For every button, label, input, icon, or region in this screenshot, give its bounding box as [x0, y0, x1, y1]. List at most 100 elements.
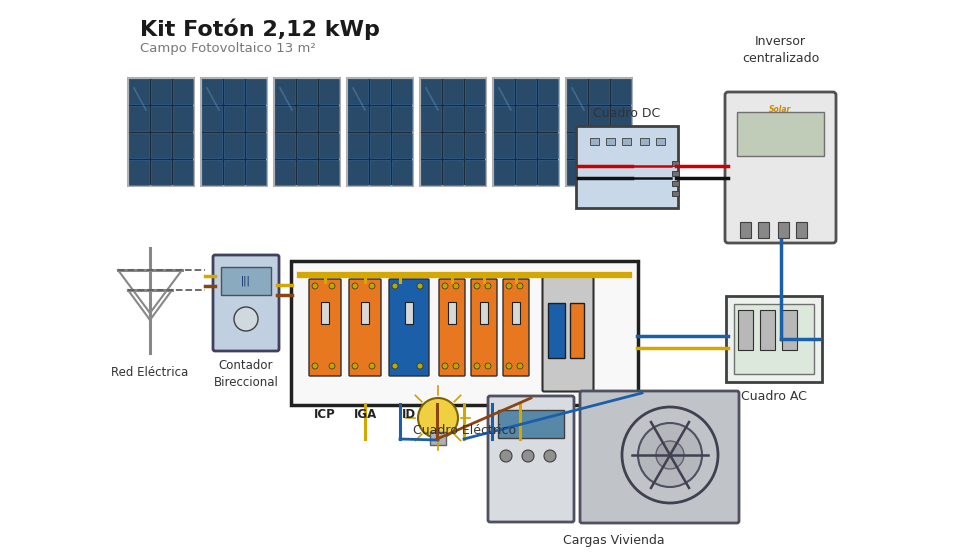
Bar	[465, 133, 485, 158]
Circle shape	[517, 363, 523, 369]
Text: |||: |||	[241, 276, 251, 286]
Circle shape	[453, 283, 459, 289]
Bar	[567, 160, 587, 185]
Circle shape	[369, 363, 375, 369]
Text: Cuadro Eléctrico: Cuadro Eléctrico	[413, 424, 516, 437]
Text: Cuadro AC: Cuadro AC	[741, 390, 807, 403]
Bar	[430, 432, 446, 445]
Bar	[589, 79, 609, 104]
Bar	[224, 160, 244, 185]
Bar	[538, 160, 558, 185]
Bar	[443, 133, 463, 158]
FancyBboxPatch shape	[274, 78, 340, 186]
Bar	[443, 79, 463, 104]
Bar	[611, 160, 631, 185]
Bar	[480, 302, 488, 324]
Bar	[516, 160, 536, 185]
Bar	[246, 106, 266, 131]
Bar	[129, 79, 149, 104]
Bar	[538, 133, 558, 158]
Bar	[570, 303, 584, 358]
Bar	[494, 79, 514, 104]
Bar	[202, 106, 222, 131]
Bar	[297, 79, 317, 104]
Bar	[421, 106, 441, 131]
Bar	[516, 106, 536, 131]
Text: Inversor
centralizado: Inversor centralizado	[742, 35, 819, 65]
Circle shape	[506, 363, 512, 369]
Bar	[512, 302, 520, 324]
Circle shape	[474, 283, 480, 289]
Bar	[224, 133, 244, 158]
FancyBboxPatch shape	[471, 279, 497, 376]
Bar	[465, 79, 485, 104]
Bar	[392, 133, 412, 158]
Bar	[606, 138, 615, 145]
Text: ID: ID	[402, 408, 416, 421]
FancyBboxPatch shape	[213, 255, 279, 351]
Bar	[494, 106, 514, 131]
Bar	[173, 106, 193, 131]
Bar	[321, 302, 329, 324]
Bar	[567, 79, 587, 104]
Circle shape	[485, 363, 491, 369]
Bar	[246, 79, 266, 104]
Bar	[173, 133, 193, 158]
Circle shape	[442, 283, 448, 289]
Bar	[361, 302, 369, 324]
Bar	[622, 138, 631, 145]
Bar	[224, 79, 244, 104]
Circle shape	[392, 283, 398, 289]
Bar	[498, 410, 564, 438]
Bar	[421, 79, 441, 104]
Text: Red Eléctrica: Red Eléctrica	[112, 366, 188, 379]
FancyBboxPatch shape	[493, 78, 559, 186]
Bar	[672, 191, 679, 196]
Circle shape	[352, 283, 358, 289]
Bar	[151, 106, 171, 131]
FancyBboxPatch shape	[576, 126, 678, 208]
Bar	[275, 79, 295, 104]
Circle shape	[417, 363, 423, 369]
Circle shape	[638, 423, 702, 487]
Bar	[589, 160, 609, 185]
Bar	[516, 79, 536, 104]
Bar	[173, 160, 193, 185]
Text: Kit Fotón 2,12 kWp: Kit Fotón 2,12 kWp	[140, 18, 380, 40]
Bar	[465, 160, 485, 185]
FancyBboxPatch shape	[543, 273, 594, 391]
Text: Cuadro DC: Cuadro DC	[593, 107, 661, 120]
FancyBboxPatch shape	[420, 78, 486, 186]
Circle shape	[544, 450, 556, 462]
Bar	[465, 106, 485, 131]
Bar	[370, 160, 390, 185]
Bar	[129, 133, 149, 158]
Bar	[611, 79, 631, 104]
Bar	[740, 222, 751, 238]
Bar	[611, 133, 631, 158]
Bar	[738, 310, 753, 350]
Bar	[672, 161, 679, 166]
Bar	[202, 133, 222, 158]
Circle shape	[485, 283, 491, 289]
Bar	[348, 160, 368, 185]
Circle shape	[312, 363, 318, 369]
Bar	[392, 79, 412, 104]
FancyBboxPatch shape	[347, 78, 413, 186]
Circle shape	[453, 363, 459, 369]
Bar	[672, 171, 679, 176]
Bar	[392, 106, 412, 131]
Bar	[538, 106, 558, 131]
Bar	[151, 160, 171, 185]
Circle shape	[517, 283, 523, 289]
Circle shape	[417, 283, 423, 289]
FancyBboxPatch shape	[439, 279, 465, 376]
Bar	[370, 133, 390, 158]
Bar	[319, 160, 339, 185]
Bar	[758, 222, 769, 238]
Bar	[448, 302, 456, 324]
FancyBboxPatch shape	[128, 78, 194, 186]
Bar	[275, 106, 295, 131]
Text: ICP: ICP	[315, 408, 336, 421]
Circle shape	[442, 363, 448, 369]
